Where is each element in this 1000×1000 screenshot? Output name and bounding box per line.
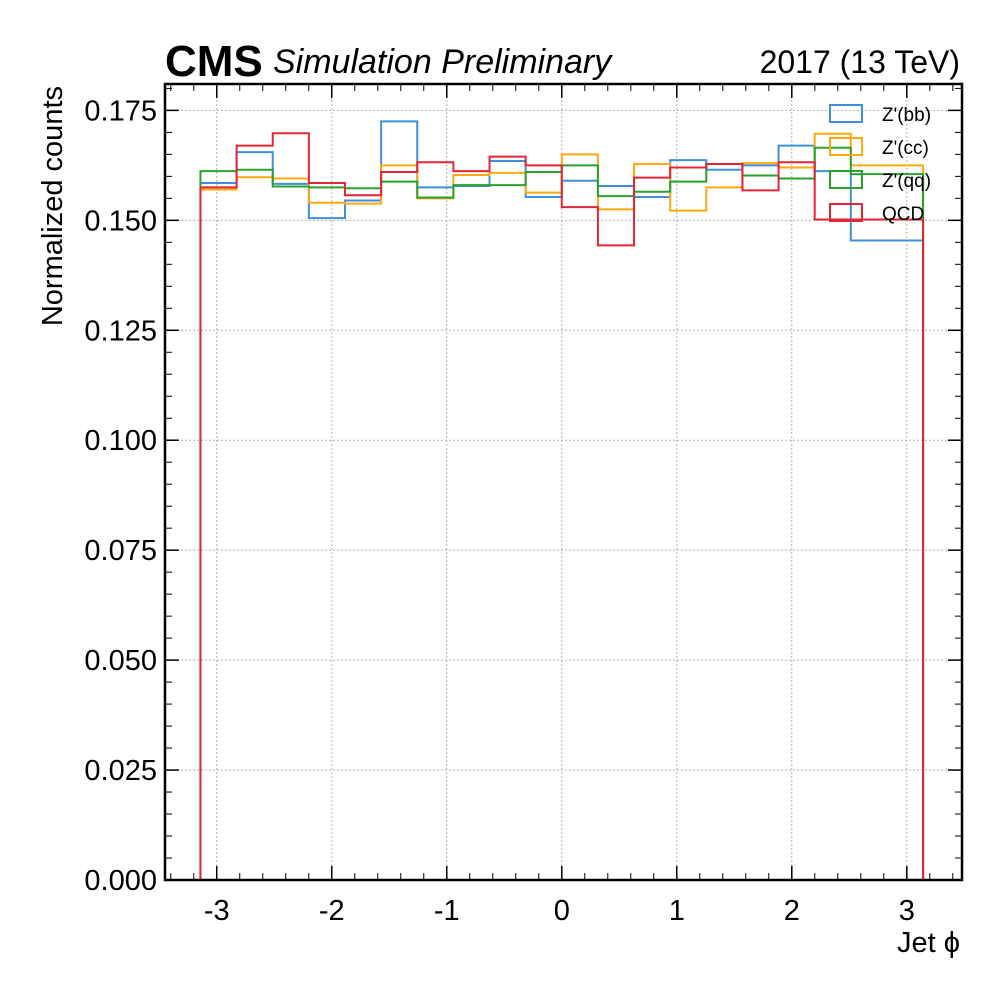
legend-swatch-2 bbox=[829, 170, 863, 189]
series-step-3 bbox=[199, 132, 925, 880]
x-tick-label: -2 bbox=[319, 895, 345, 927]
y-tick-label: 0.100 bbox=[84, 425, 157, 457]
legend-label-1: Z'(cc) bbox=[882, 138, 929, 159]
y-tick-label: 0.150 bbox=[84, 205, 157, 237]
plot-frame bbox=[163, 82, 964, 882]
lumi-label: 2017 (13 TeV) bbox=[760, 44, 960, 80]
x-tick-label: -3 bbox=[204, 895, 230, 927]
axis-ticks bbox=[165, 84, 962, 881]
x-axis-label: Jet ϕ bbox=[897, 927, 960, 959]
axis-tick-labels: -3 -2 -1 0 1 2 3 0.000 0.025 0.050 0.075 0.100 0.125… bbox=[84, 95, 914, 927]
y-tick-label: 0.175 bbox=[84, 95, 157, 127]
legend-swatch-0 bbox=[829, 104, 863, 123]
experiment-label: CMS bbox=[165, 37, 263, 86]
y-tick-label: 0.000 bbox=[84, 865, 157, 897]
x-tick-label: -1 bbox=[434, 895, 460, 927]
legend: Z'(bb) Z'(cc) Z'(qq) QCD bbox=[829, 104, 931, 225]
legend-swatch-3 bbox=[829, 203, 863, 222]
x-tick-label: 0 bbox=[554, 895, 570, 927]
legend-label-3: QCD bbox=[882, 204, 924, 225]
y-tick-label: 0.125 bbox=[84, 315, 157, 347]
legend-label-2: Z'(qq) bbox=[882, 171, 931, 192]
legend-swatch-1 bbox=[829, 137, 863, 156]
y-tick-label: 0.050 bbox=[84, 645, 157, 677]
legend-label-0: Z'(bb) bbox=[882, 105, 931, 126]
x-tick-label: 1 bbox=[669, 895, 685, 927]
y-tick-label: 0.025 bbox=[84, 755, 157, 787]
y-axis-label: Normalized counts bbox=[37, 86, 69, 326]
y-tick-label: 0.075 bbox=[84, 535, 157, 567]
series-layer bbox=[199, 120, 925, 880]
x-tick-label: 2 bbox=[784, 895, 800, 927]
x-tick-label: 3 bbox=[899, 895, 915, 927]
experiment-sublabel: Simulation Preliminary bbox=[273, 43, 613, 81]
